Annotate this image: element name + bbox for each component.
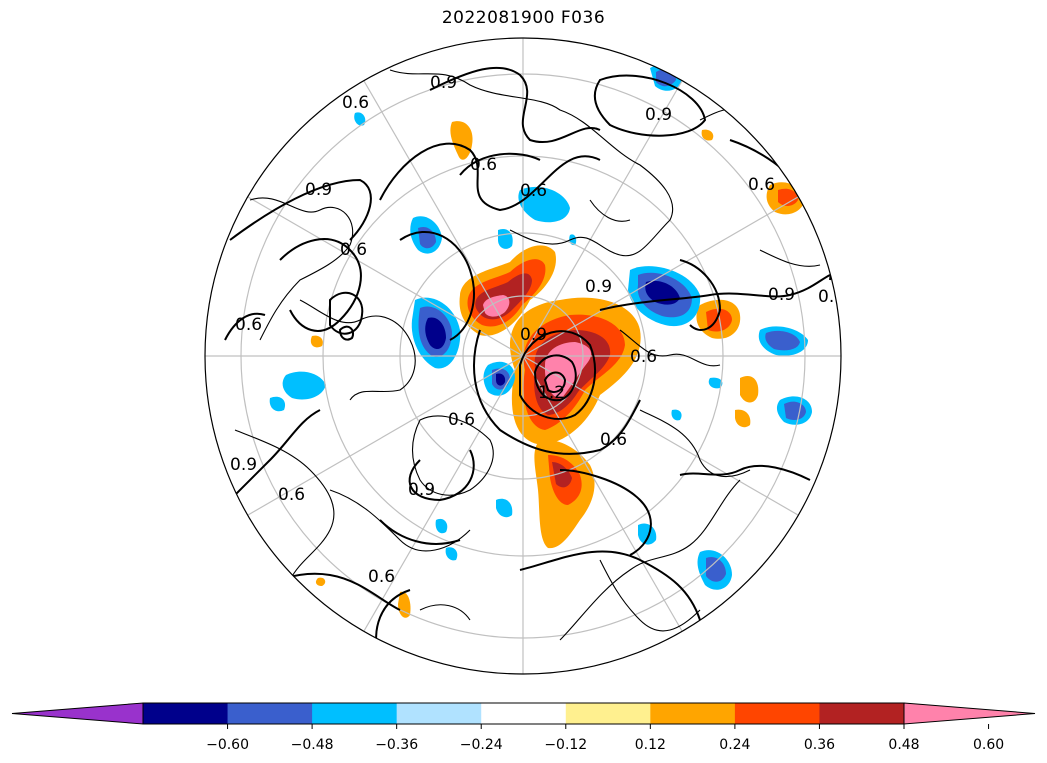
colorbar-tick-label: −0.60 — [206, 737, 249, 753]
contour-label: 0.9 — [520, 325, 547, 345]
anomaly-shading — [269, 64, 812, 618]
contour-label: 0.9 — [430, 73, 457, 93]
colorbar-tick-label: −0.48 — [291, 737, 334, 753]
contour-label: 0.6 — [748, 175, 775, 195]
map-title: 2022081900 F036 — [441, 8, 606, 28]
colorbar-segment — [396, 703, 482, 724]
contour-label: 1.2 — [538, 383, 565, 403]
contour-label: 0.9 — [230, 455, 257, 475]
contour-labels: 0.9 0.6 0.9 0.6 0.6 0.9 0.6 0.6 0.9 0.9 … — [230, 73, 841, 587]
contour-label: 0.6 — [448, 410, 475, 430]
colorbar-tick-label: −0.36 — [375, 737, 418, 753]
contour-label: 0.6 — [600, 430, 627, 450]
contour-label: 0.9 — [408, 480, 435, 500]
contour-label: 0.9 — [305, 180, 332, 200]
colorbar-extend-low — [11, 702, 144, 725]
colorbar-tick-label: −0.24 — [460, 737, 503, 753]
colorbar-segment — [227, 703, 313, 724]
colorbar-segment — [143, 703, 229, 724]
contour-label: 0.6 — [235, 315, 262, 335]
map-boundary — [204, 37, 842, 675]
colorbar-outline — [142, 702, 905, 725]
contour-label: 0.6 — [342, 93, 369, 113]
colorbar-segment — [312, 703, 398, 724]
contour-label: 0.9 — [585, 277, 612, 297]
contour-label: 0.6 — [630, 347, 657, 367]
colorbar-tick-label: 0.12 — [635, 737, 666, 753]
colorbar-tick-label: 0.24 — [719, 737, 750, 753]
colorbar-segment — [734, 703, 820, 724]
colorbar-extend-high — [903, 702, 1036, 725]
colorbar-segment — [481, 703, 567, 724]
polar-map: 0.9 0.6 0.9 0.6 0.6 0.9 0.6 0.6 0.9 0.9 … — [204, 37, 842, 675]
contour-label: 0.9 — [768, 285, 795, 305]
colorbar-segment — [650, 703, 736, 724]
contour-label: 0.6 — [340, 240, 367, 260]
contour-label: 0.6 — [368, 567, 395, 587]
contour-label: 0.6 — [470, 155, 497, 175]
colorbar-tick-label: 0.48 — [888, 737, 919, 753]
colorbar-segment — [565, 703, 651, 724]
colorbar-tick-label: 0.60 — [973, 737, 1004, 753]
contour-label: 0.9 — [645, 105, 672, 125]
colorbar-tick-label: 0.36 — [804, 737, 835, 753]
contour-label: 0.6 — [520, 181, 547, 201]
colorbar-segment — [819, 703, 905, 724]
contour-lines — [209, 66, 833, 661]
colorbar-tick-label: −0.12 — [544, 737, 587, 753]
contour-label: 0.6 — [278, 485, 305, 505]
